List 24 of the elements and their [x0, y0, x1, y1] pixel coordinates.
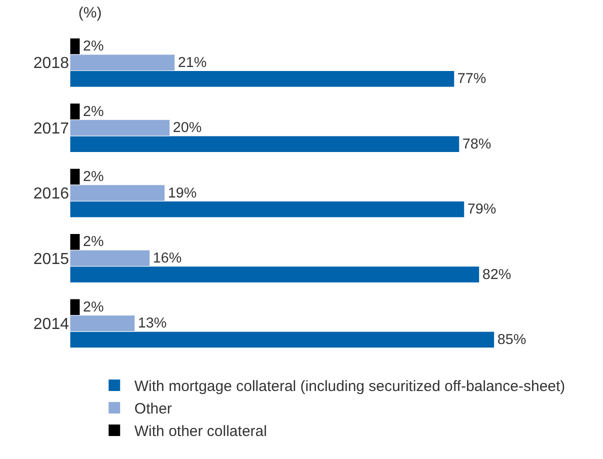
data-label: 2% [82, 104, 104, 120]
data-label: 2% [82, 38, 104, 55]
legend-label: With mortgage collateral (including securitized off-balance-sheet) [134, 378, 566, 396]
y-tick-label: 2017 [33, 120, 70, 138]
y-tick-label: 2016 [33, 186, 70, 203]
data-label: 82% [482, 266, 512, 283]
data-label: 19% [168, 185, 197, 202]
data-label: 78% [462, 136, 492, 152]
data-label: 13% [138, 316, 167, 332]
legend-label: Other [134, 400, 172, 418]
y-tick-label: 2014 [33, 316, 70, 333]
data-label: 85% [497, 332, 526, 348]
data-label: 21% [178, 54, 207, 71]
data-label: 77% [457, 71, 486, 88]
data-label: 16% [152, 250, 182, 267]
data-label: 79% [467, 202, 496, 218]
data-label: 20% [172, 120, 202, 136]
data-label: 2% [82, 169, 104, 186]
y-tick-label: 2015 [33, 250, 70, 268]
y-tick-label: 2018 [33, 55, 70, 72]
chart-title: (%) [78, 4, 102, 22]
legend-label: With other collateral [134, 423, 267, 440]
data-label: 2% [82, 234, 104, 250]
data-label: 2% [82, 299, 104, 316]
